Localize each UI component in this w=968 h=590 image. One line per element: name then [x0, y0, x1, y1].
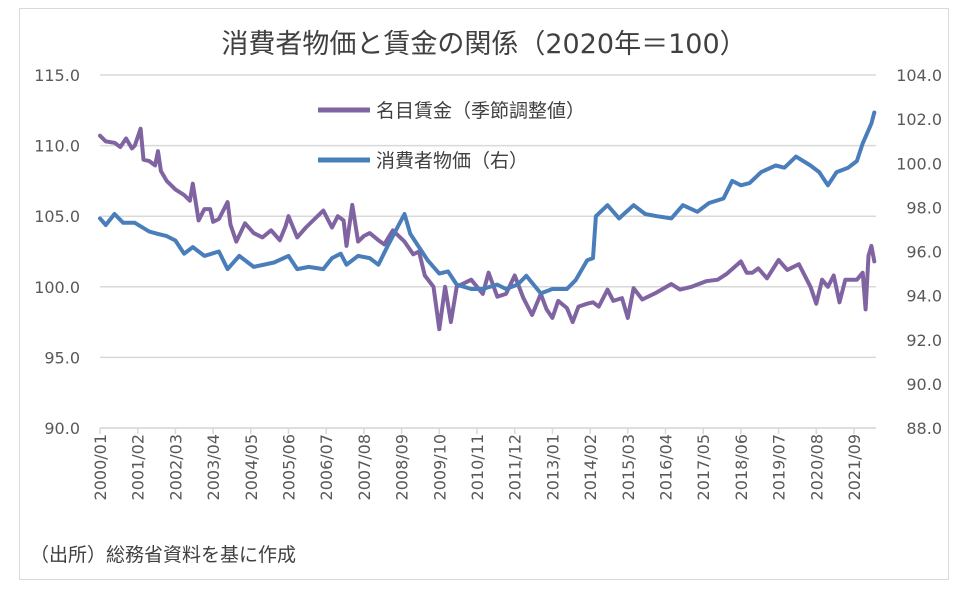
y-right-tick-label: 88.0: [906, 419, 942, 438]
x-tick-label: 2016/04: [657, 434, 676, 500]
legend-label: 消費者物価（右）: [376, 150, 528, 172]
y-right-tick-label: 90.0: [906, 375, 942, 394]
x-tick-label: 2003/04: [204, 434, 223, 500]
legend-label: 名目賃金（季節調整値）: [376, 100, 585, 122]
x-tick-label: 2001/02: [129, 434, 148, 500]
y-left-tick-label: 95.0: [44, 348, 80, 367]
x-tick-label: 2010/11: [468, 434, 487, 500]
y-left-tick-label: 105.0: [34, 207, 80, 226]
y-right-tick-label: 98.0: [906, 198, 942, 217]
y-left-tick-label: 115.0: [34, 66, 80, 85]
x-tick-label: 2009/10: [430, 434, 449, 500]
chart-frame: [19, 8, 949, 580]
y-right-tick-label: 92.0: [906, 331, 942, 350]
y-right-tick-label: 96.0: [906, 243, 942, 262]
x-tick-label: 2007/08: [355, 434, 374, 500]
x-tick-label: 2006/07: [317, 434, 336, 500]
x-tick-label: 2015/03: [619, 434, 638, 500]
x-tick-label: 2011/12: [506, 434, 525, 500]
source-note: （出所）総務省資料を基に作成: [30, 544, 297, 566]
x-tick-label: 2019/07: [770, 434, 789, 500]
x-tick-label: 2000/01: [91, 434, 110, 500]
y-left-tick-label: 100.0: [34, 278, 80, 297]
x-tick-label: 2008/09: [393, 434, 412, 500]
x-tick-label: 2018/06: [732, 434, 751, 500]
chart-title: 消費者物価と賃金の関係（2020年＝100）: [221, 29, 747, 60]
y-left-tick-label: 110.0: [34, 137, 80, 156]
x-tick-label: 2021/09: [845, 434, 864, 500]
x-tick-label: 2014/02: [581, 434, 600, 500]
x-tick-label: 2013/01: [543, 434, 562, 500]
x-tick-label: 2005/06: [280, 434, 299, 500]
y-left-tick-label: 90.0: [44, 419, 80, 438]
x-tick-label: 2002/03: [166, 434, 185, 500]
y-right-tick-label: 102.0: [896, 110, 942, 129]
series-line-wage: [98, 126, 877, 332]
y-right-tick-label: 104.0: [896, 66, 942, 85]
x-tick-label: 2020/08: [807, 434, 826, 500]
y-right-tick-label: 100.0: [896, 154, 942, 173]
x-tick-label: 2004/05: [242, 434, 261, 500]
y-right-tick-label: 94.0: [906, 287, 942, 306]
x-tick-label: 2017/05: [694, 434, 713, 500]
series-line-cpi: [98, 110, 877, 296]
